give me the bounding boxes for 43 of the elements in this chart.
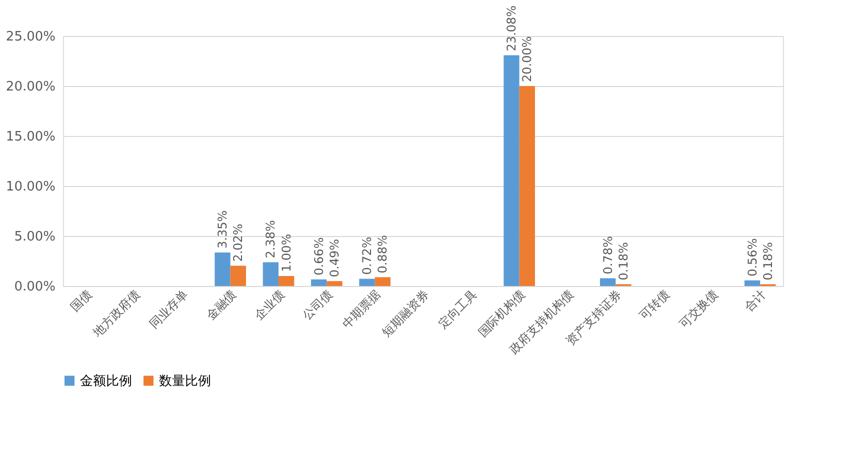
y-tick-label: 10.00% xyxy=(6,180,56,194)
bar xyxy=(600,278,616,286)
x-tick-label: 可交换债 xyxy=(676,287,720,331)
bar xyxy=(519,86,535,286)
x-tick-label: 金融债 xyxy=(203,287,239,322)
bar xyxy=(230,266,246,286)
data-label: 1.00% xyxy=(279,234,294,272)
data-label: 2.02% xyxy=(231,224,246,262)
x-tick-label: 同业存单 xyxy=(146,287,191,331)
data-label: 23.08% xyxy=(504,5,518,52)
y-tick-label: 20.00% xyxy=(6,80,56,94)
x-tick-label: 公司债 xyxy=(300,287,336,322)
data-label: 3.35% xyxy=(216,210,230,248)
data-label: 0.72% xyxy=(360,236,374,275)
legend-label: 金额比例 xyxy=(80,374,132,389)
bar xyxy=(374,277,390,286)
x-tick-label: 可转债 xyxy=(636,287,672,322)
y-tick-label: 25.00% xyxy=(6,30,56,44)
y-tick-label: 0.00% xyxy=(14,280,56,294)
data-label: 20.00% xyxy=(520,36,534,82)
bar xyxy=(311,279,327,286)
legend-label: 数量比例 xyxy=(159,374,211,389)
bar xyxy=(359,278,375,286)
data-label: 0.88% xyxy=(376,235,390,274)
y-tick-label: 15.00% xyxy=(6,130,56,144)
bar xyxy=(214,252,230,286)
data-label: 2.38% xyxy=(264,220,278,258)
data-label: 0.66% xyxy=(312,237,326,276)
data-label: 0.18% xyxy=(616,242,630,280)
x-tick-label: 合计 xyxy=(742,287,769,314)
bar xyxy=(278,276,294,286)
data-label: 0.56% xyxy=(745,238,760,276)
data-label: 0.49% xyxy=(328,238,342,278)
data-label: 0.78% xyxy=(600,236,615,274)
bar xyxy=(326,281,342,286)
x-tick-label: 国债 xyxy=(67,287,94,314)
data-label: 0.18% xyxy=(760,242,775,280)
bar xyxy=(262,262,279,286)
x-tick-label: 企业债 xyxy=(252,287,288,322)
bar xyxy=(744,280,760,286)
x-tick-label: 中期票据 xyxy=(339,287,384,331)
bar xyxy=(504,55,520,286)
y-tick-label: 5.00% xyxy=(14,230,56,244)
